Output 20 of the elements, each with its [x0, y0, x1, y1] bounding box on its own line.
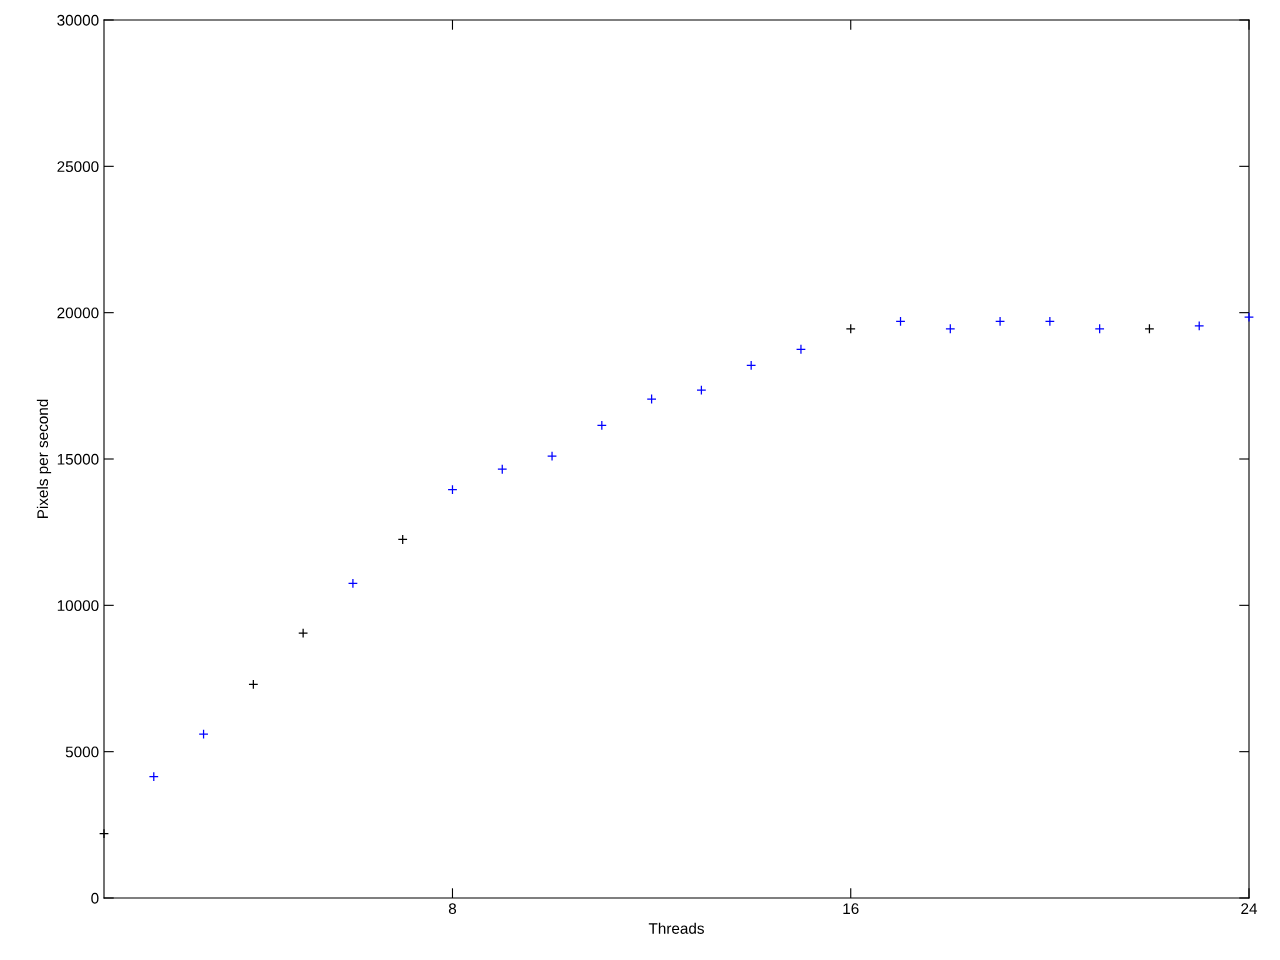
x-tick-label: 8 [448, 903, 457, 915]
y-tick-label: 0 [91, 892, 99, 904]
y-tick-label: 15000 [57, 453, 99, 465]
point [646, 393, 657, 405]
point [995, 316, 1006, 327]
point [198, 729, 209, 740]
point [1243, 312, 1255, 323]
point [347, 578, 358, 589]
x-tick-label: 24 [1241, 903, 1258, 914]
x-axis-title: Threads [648, 922, 704, 934]
point [547, 451, 558, 462]
y-tick-label: 20000 [57, 307, 99, 319]
x-tick-label: 16 [843, 903, 859, 915]
y-axis-title: Pixels per second [36, 399, 52, 519]
y-tick-label: 10000 [57, 600, 99, 612]
y-tick-label: 25000 [57, 161, 99, 173]
point [98, 828, 110, 839]
y-tick-label: 30000 [57, 14, 99, 26]
point [795, 344, 806, 355]
y-tick-label: 5000 [65, 746, 99, 758]
